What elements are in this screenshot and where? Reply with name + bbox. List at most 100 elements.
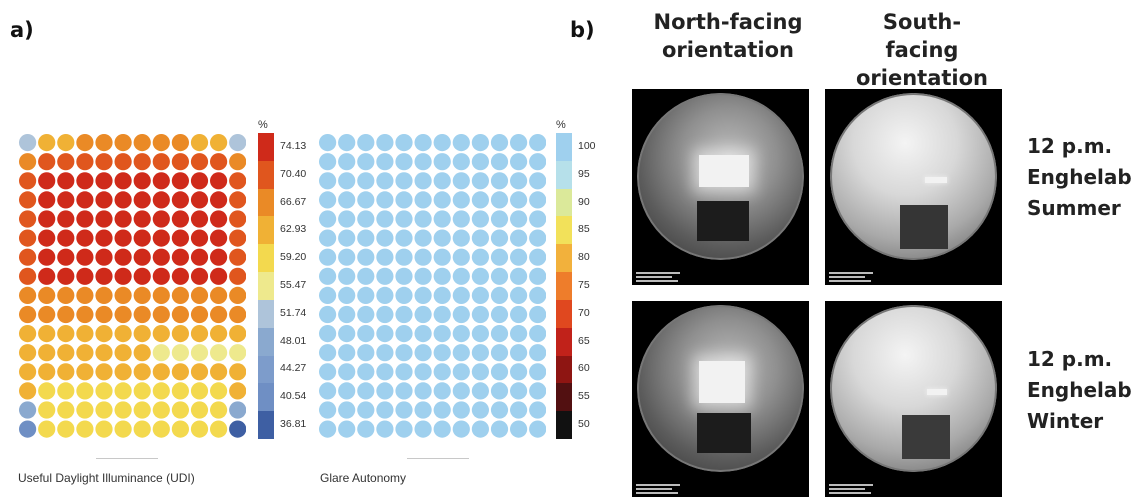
ga-sensor-point: [338, 401, 356, 419]
ga-sensor-point: [510, 229, 528, 247]
ga-sensor-point: [471, 248, 489, 266]
udi-sensor-point: [229, 305, 246, 324]
ga-sensor-point: [395, 267, 413, 285]
udi-sensor-point: [95, 229, 113, 247]
udi-sensor-point: [76, 382, 94, 400]
ga-sensor-point: [510, 286, 528, 304]
ga-sensor-point: [433, 153, 451, 171]
ga-legend-swatch: [556, 160, 572, 190]
udi-sensor-point: [171, 363, 189, 381]
udi-legend-swatch: [258, 383, 274, 412]
ga-sensor-point: [452, 382, 470, 400]
ga-sensor-point: [357, 325, 375, 343]
udi-legend-swatch: [258, 216, 274, 245]
udi-sensor-point: [152, 286, 170, 304]
ga-sensor-point: [433, 248, 451, 266]
ga-sensor-point: [338, 382, 356, 400]
udi-sensor-point: [95, 172, 113, 190]
udi-sensor-point: [210, 172, 228, 190]
ga-sensor-point: [338, 248, 356, 266]
udi-sensor-point: [76, 344, 94, 362]
ga-sensor-point: [490, 305, 509, 324]
udi-sensor-point: [57, 134, 75, 152]
udi-sensor-point: [114, 229, 132, 247]
ga-sensor-point: [510, 325, 528, 343]
ga-sensor-point: [471, 153, 489, 171]
glare-autonomy-sensor-grid: [319, 134, 546, 438]
udi-sensor-point: [190, 172, 209, 190]
ga-sensor-point: [376, 248, 394, 266]
ga-legend-tick: 60: [578, 362, 590, 375]
udi-legend-tick: 36.81: [280, 418, 307, 431]
ga-sensor-point: [376, 344, 394, 362]
udi-sensor-point: [171, 382, 189, 400]
udi-sensor-point: [190, 325, 209, 343]
ga-sensor-point: [433, 344, 451, 362]
udi-sensor-point: [229, 420, 246, 438]
udi-sensor-point: [114, 248, 132, 266]
ga-caption-rule: [407, 458, 469, 459]
ga-sensor-point: [529, 267, 546, 285]
udi-sensor-point: [76, 172, 94, 190]
ga-sensor-point: [376, 191, 394, 209]
udi-sensor-point: [76, 134, 94, 152]
fisheye-lens-view: [830, 305, 997, 472]
ga-sensor-point: [395, 248, 413, 266]
udi-legend-unit: %: [258, 119, 268, 131]
udi-sensor-point: [210, 344, 228, 362]
ga-sensor-point: [338, 420, 356, 438]
udi-sensor-point: [210, 267, 228, 285]
ga-sensor-point: [471, 401, 489, 419]
udi-sensor-point: [229, 325, 246, 343]
ga-sensor-point: [395, 344, 413, 362]
ga-legend-swatch: [556, 299, 572, 329]
ga-sensor-point: [471, 305, 489, 324]
ga-legend-tick: 95: [578, 167, 590, 180]
fisheye-render-north-winter: [632, 301, 809, 497]
udi-sensor-point: [133, 267, 151, 285]
ga-sensor-point: [414, 267, 432, 285]
udi-sensor-point: [76, 267, 94, 285]
udi-sensor-point: [190, 286, 209, 304]
ga-sensor-point: [319, 210, 337, 228]
ga-sensor-point: [433, 210, 451, 228]
ga-sensor-point: [319, 382, 337, 400]
ga-sensor-point: [529, 191, 546, 209]
ga-sensor-point: [319, 344, 337, 362]
udi-sensor-point: [152, 210, 170, 228]
ga-sensor-point: [452, 363, 470, 381]
udi-sensor-point: [95, 286, 113, 304]
ga-legend-swatch: [556, 133, 572, 162]
ga-sensor-point: [452, 344, 470, 362]
udi-sensor-point: [114, 382, 132, 400]
render-stamp: [829, 484, 873, 494]
udi-sensor-point: [76, 210, 94, 228]
ga-legend-tick: 80: [578, 251, 590, 264]
udi-legend-tick: 55.47: [280, 279, 307, 291]
udi-sensor-point: [133, 153, 151, 171]
udi-sensor-point: [38, 344, 56, 362]
render-stamp: [829, 272, 873, 282]
udi-color-legend: % 74.13 70.40 66.67 62.93 59.20 55.47 51.74 48.…: [258, 119, 318, 440]
udi-sensor-point: [95, 344, 113, 362]
ga-sensor-point: [319, 267, 337, 285]
ga-legend-swatch: [556, 355, 572, 384]
udi-sensor-point: [57, 344, 75, 362]
udi-sensor-point: [95, 382, 113, 400]
ga-sensor-point: [395, 172, 413, 190]
ga-sensor-point: [529, 401, 546, 419]
udi-sensor-point: [133, 134, 151, 152]
udi-sensor-point: [19, 420, 37, 438]
ga-sensor-point: [510, 305, 528, 324]
ga-sensor-point: [414, 325, 432, 343]
udi-sensor-point: [229, 286, 246, 304]
udi-sensor-point: [19, 191, 37, 209]
panel-a-label: a): [10, 18, 34, 42]
column-heading-south: South-facing orientation: [822, 8, 1022, 92]
udi-sensor-point: [76, 401, 94, 419]
udi-sensor-point: [152, 191, 170, 209]
ga-legend-tick: 100: [578, 139, 596, 152]
udi-sensor-point: [152, 325, 170, 343]
udi-sensor-point: [57, 420, 75, 438]
ga-sensor-point: [376, 382, 394, 400]
